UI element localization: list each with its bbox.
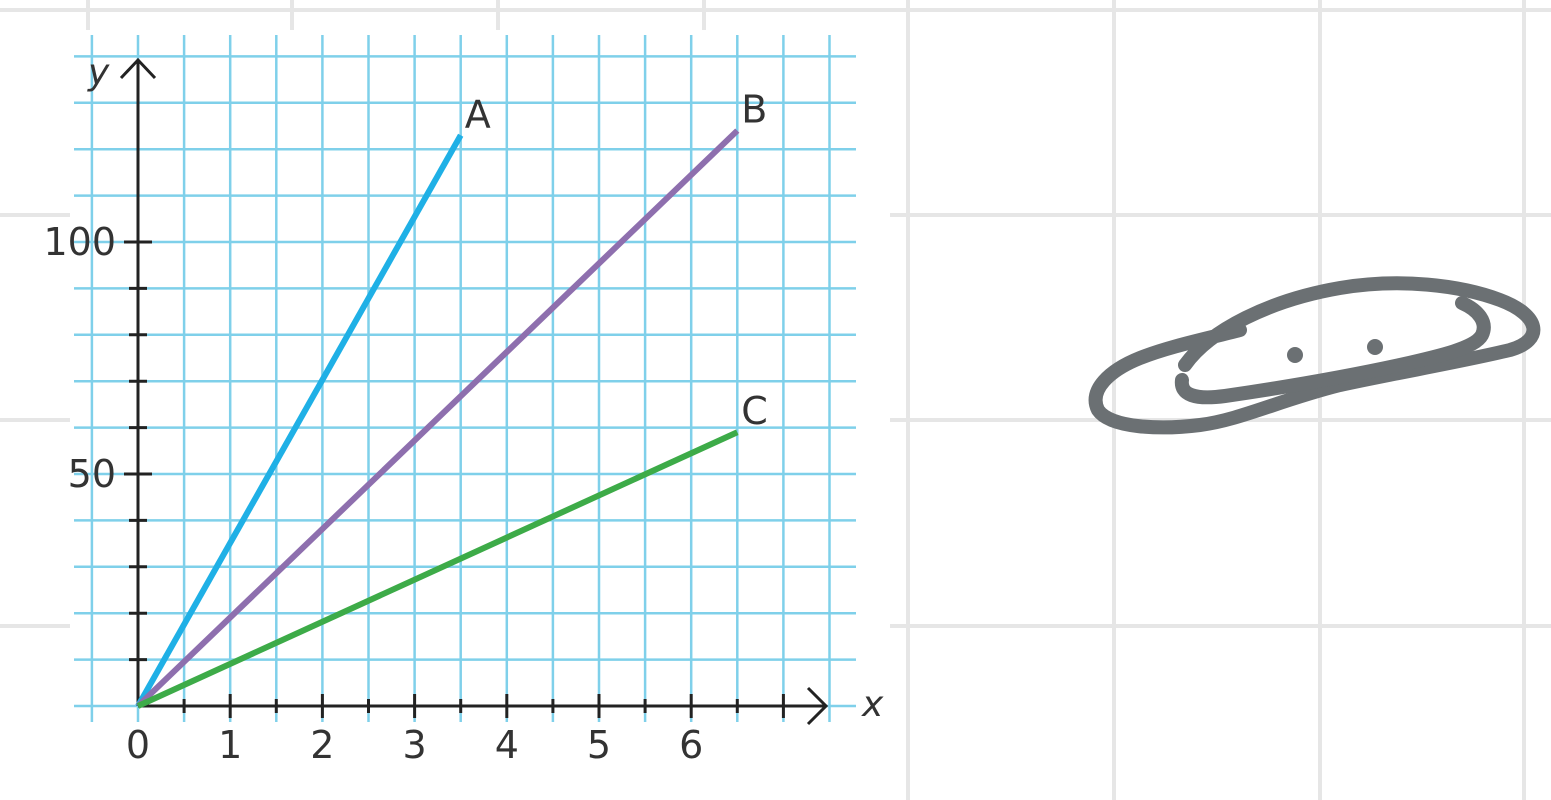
series-line-b — [135, 128, 740, 709]
y-axis-label: y — [87, 52, 110, 93]
scribble-loop-outer — [1088, 276, 1541, 435]
scribble-dot-right — [1367, 339, 1383, 355]
chart-axes — [119, 57, 829, 726]
scribble-dot-left — [1287, 347, 1303, 363]
handwritten-scribble — [1088, 276, 1541, 435]
x-tick-label: 6 — [679, 723, 703, 767]
x-tick-label: 0 — [126, 723, 150, 767]
scribble-loop-inner — [1174, 296, 1491, 405]
series-line-a — [135, 133, 464, 708]
y-tick-label: 50 — [68, 452, 116, 496]
y-tick-label: 100 — [43, 220, 116, 264]
y-axis-arrow — [119, 57, 157, 80]
series-label-b: B — [741, 88, 767, 132]
chart-labels: 0 1 2 3 4 5 6 50 100 x y A B C — [43, 52, 884, 767]
series-label-c: C — [741, 389, 768, 433]
x-axis-arrow — [806, 686, 829, 726]
x-tick-label: 4 — [495, 723, 519, 767]
chart-series — [135, 128, 740, 709]
series-label-a: A — [465, 92, 491, 136]
x-tick-label: 2 — [310, 723, 334, 767]
x-axis-label: x — [861, 684, 884, 725]
x-tick-label: 3 — [403, 723, 427, 767]
chart-grid — [74, 35, 856, 722]
series-line-c — [136, 429, 739, 709]
x-tick-label: 5 — [587, 723, 611, 767]
x-tick-label: 1 — [218, 723, 242, 767]
